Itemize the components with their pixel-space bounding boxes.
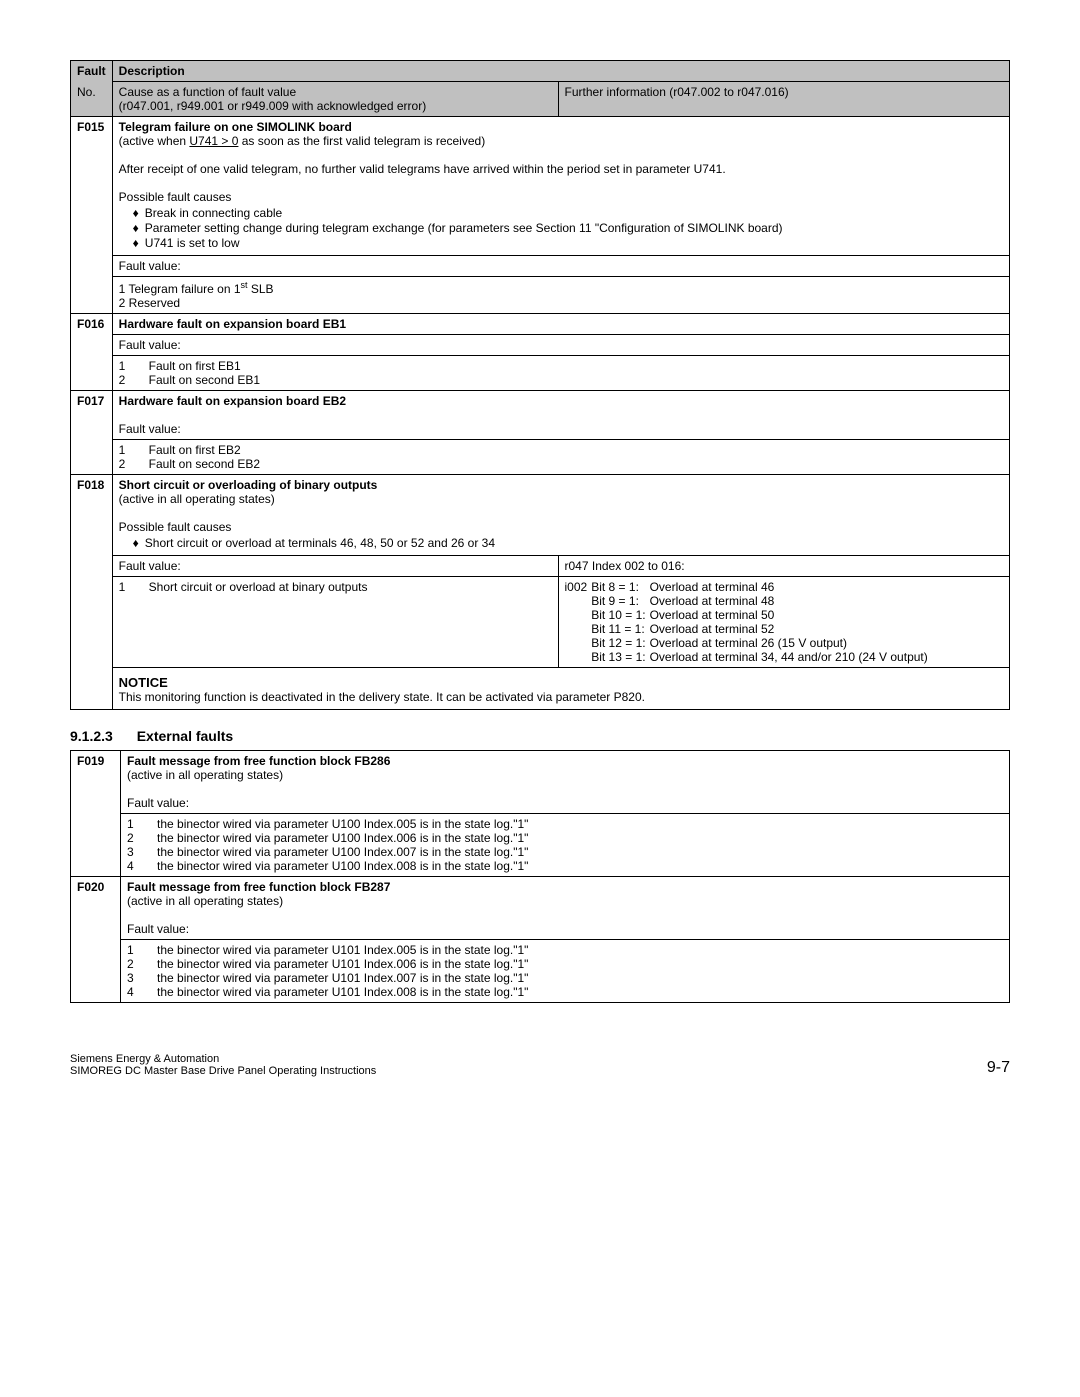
f015-b3: U741 is set to low bbox=[133, 236, 1003, 250]
f016-fv: Fault value: bbox=[112, 335, 1009, 356]
row-f019: F019 Fault message from free function bl… bbox=[71, 751, 1010, 814]
table-header-row: Fault Description bbox=[71, 61, 1010, 82]
f015-active: (active when U741 > 0 as soon as the fir… bbox=[119, 134, 486, 148]
f018-pcauses: Possible fault causes bbox=[119, 520, 232, 534]
row-f020: F020 Fault message from free function bl… bbox=[71, 877, 1010, 940]
f018-right: i002Bit 8 = 1:Overload at terminal 46 Bi… bbox=[558, 577, 1009, 668]
f017-fv: Fault value: bbox=[119, 422, 181, 436]
f020-fv: Fault value: bbox=[127, 922, 189, 936]
f015-fv: Fault value: bbox=[112, 256, 1009, 277]
f018-head: Short circuit or overloading of binary o… bbox=[112, 475, 1009, 556]
f015-bullets: Break in connecting cable Parameter sett… bbox=[119, 206, 1003, 250]
col-fault: Fault bbox=[71, 61, 113, 82]
f017-vals: 1Fault on first EB2 2Fault on second EB2 bbox=[112, 440, 1009, 475]
f015-pcauses: Possible fault causes bbox=[119, 190, 232, 204]
row-f015-vals: 1 Telegram failure on 1st SLB 2 Reserved bbox=[71, 277, 1010, 314]
f019-fv: Fault value: bbox=[127, 796, 189, 810]
f019-vals: 1the binector wired via parameter U100 I… bbox=[121, 814, 1010, 877]
footer-l2: SIMOREG DC Master Base Drive Panel Opera… bbox=[70, 1065, 376, 1077]
row-f015: F015 Telegram failure on one SIMOLINK bo… bbox=[71, 117, 1010, 256]
f017-no: F017 bbox=[71, 391, 113, 475]
row-f015-fv: Fault value: bbox=[71, 256, 1010, 277]
row-f018-vals: 1Short circuit or overload at binary out… bbox=[71, 577, 1010, 668]
footer-l1: Siemens Energy & Automation bbox=[70, 1053, 376, 1065]
row-f016-vals: 1Fault on first EB1 2Fault on second EB1 bbox=[71, 356, 1010, 391]
f018-fvL: Fault value: bbox=[112, 556, 558, 577]
section-title: External faults bbox=[137, 728, 233, 744]
footer-left: Siemens Energy & Automation SIMOREG DC M… bbox=[70, 1053, 376, 1077]
row-f018-fv: Fault value: r047 Index 002 to 016: bbox=[71, 556, 1010, 577]
f017-head: Hardware fault on expansion board EB2 Fa… bbox=[112, 391, 1009, 440]
f018-b1: Short circuit or overload at terminals 4… bbox=[133, 536, 1003, 550]
f015-title: Telegram failure on one SIMOLINK board bbox=[119, 120, 352, 134]
f018-no: F018 bbox=[71, 475, 113, 710]
col-further: Further information (r047.002 to r047.01… bbox=[558, 82, 1009, 117]
f018-fvR: r047 Index 002 to 016: bbox=[558, 556, 1009, 577]
f015-b1: Break in connecting cable bbox=[133, 206, 1003, 220]
row-f016: F016 Hardware fault on expansion board E… bbox=[71, 314, 1010, 335]
notice-title: NOTICE bbox=[119, 675, 1003, 690]
table-subheader-row: No. Cause as a function of fault value(r… bbox=[71, 82, 1010, 117]
f015-b2: Parameter setting change during telegram… bbox=[133, 221, 1003, 235]
f020-title: Fault message from free function block F… bbox=[127, 880, 390, 894]
f018-notice: NOTICE This monitoring function is deact… bbox=[112, 668, 1009, 710]
page-footer: Siemens Energy & Automation SIMOREG DC M… bbox=[70, 1053, 1010, 1077]
f019-no: F019 bbox=[71, 751, 121, 877]
section-heading: 9.1.2.3 External faults bbox=[70, 728, 1010, 744]
row-f017-vals: 1Fault on first EB2 2Fault on second EB2 bbox=[71, 440, 1010, 475]
col-no: No. bbox=[71, 82, 113, 117]
f020-vals: 1the binector wired via parameter U101 I… bbox=[121, 940, 1010, 1003]
fault-table-1: Fault Description No. Cause as a functio… bbox=[70, 60, 1010, 710]
row-f020-vals: 1the binector wired via parameter U101 I… bbox=[71, 940, 1010, 1003]
f020-active: (active in all operating states) bbox=[127, 894, 283, 908]
row-f019-vals: 1the binector wired via parameter U100 I… bbox=[71, 814, 1010, 877]
f019-title: Fault message from free function block F… bbox=[127, 754, 390, 768]
f016-no: F016 bbox=[71, 314, 113, 391]
cause-text: Cause as a function of fault value(r047.… bbox=[119, 85, 427, 113]
page-number: 9-7 bbox=[987, 1059, 1010, 1077]
f015-p1: After receipt of one valid telegram, no … bbox=[119, 162, 726, 176]
f019-active: (active in all operating states) bbox=[127, 768, 283, 782]
row-f018: F018 Short circuit or overloading of bin… bbox=[71, 475, 1010, 556]
f018-bullets: Short circuit or overload at terminals 4… bbox=[119, 536, 1003, 550]
col-cause: Cause as a function of fault value(r047.… bbox=[112, 82, 558, 117]
row-f017: F017 Hardware fault on expansion board E… bbox=[71, 391, 1010, 440]
row-f016-fv: Fault value: bbox=[71, 335, 1010, 356]
f015-vals: 1 Telegram failure on 1st SLB 2 Reserved bbox=[112, 277, 1009, 314]
f016-vals: 1Fault on first EB1 2Fault on second EB1 bbox=[112, 356, 1009, 391]
f019-head: Fault message from free function block F… bbox=[121, 751, 1010, 814]
f017-title: Hardware fault on expansion board EB2 bbox=[119, 394, 346, 408]
section-num: 9.1.2.3 bbox=[70, 728, 113, 744]
f016-title: Hardware fault on expansion board EB1 bbox=[112, 314, 1009, 335]
f020-no: F020 bbox=[71, 877, 121, 1003]
f015-desc: Telegram failure on one SIMOLINK board (… bbox=[112, 117, 1009, 256]
col-description: Description bbox=[112, 61, 1009, 82]
f018-left: 1Short circuit or overload at binary out… bbox=[112, 577, 558, 668]
f018-active: (active in all operating states) bbox=[119, 492, 275, 506]
row-f018-notice: NOTICE This monitoring function is deact… bbox=[71, 668, 1010, 710]
f018-title: Short circuit or overloading of binary o… bbox=[119, 478, 378, 492]
fault-table-2: F019 Fault message from free function bl… bbox=[70, 750, 1010, 1003]
f015-no: F015 bbox=[71, 117, 113, 314]
notice-body: This monitoring function is deactivated … bbox=[119, 690, 1003, 704]
f020-head: Fault message from free function block F… bbox=[121, 877, 1010, 940]
